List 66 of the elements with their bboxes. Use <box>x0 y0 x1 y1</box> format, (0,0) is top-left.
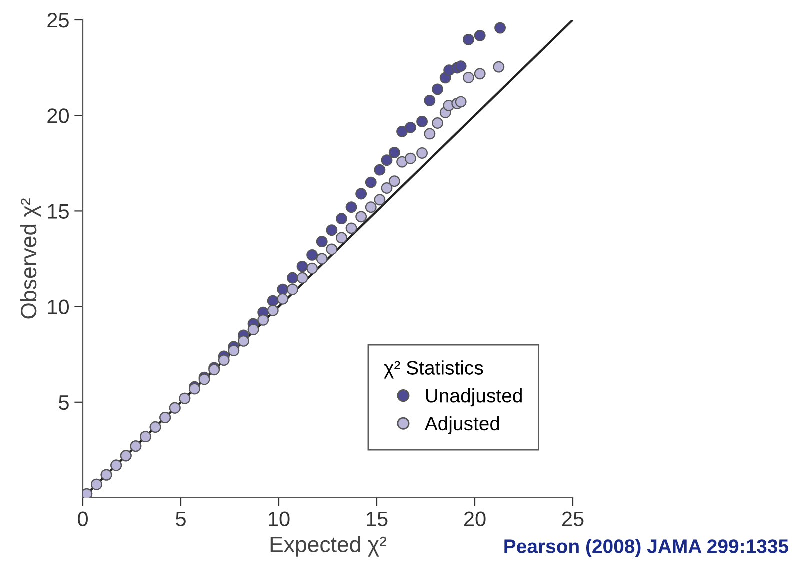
point <box>455 96 467 108</box>
point <box>336 213 348 225</box>
point <box>381 154 393 166</box>
point <box>455 60 467 72</box>
point <box>494 22 506 34</box>
point <box>238 336 250 347</box>
point <box>306 262 318 274</box>
y-axis-title: Observed χ² <box>20 198 42 319</box>
point <box>388 146 400 158</box>
point <box>356 211 368 223</box>
point <box>228 345 240 356</box>
point <box>277 293 289 305</box>
point <box>267 304 279 316</box>
x-axis-title: Expected χ² <box>270 536 387 557</box>
point <box>405 152 416 164</box>
point <box>474 30 486 42</box>
point <box>316 253 328 265</box>
y-tick-label: 20 <box>48 108 69 124</box>
y-tick-label: 5 <box>59 396 69 410</box>
point <box>296 260 308 272</box>
point <box>424 128 436 140</box>
point <box>326 244 338 256</box>
point <box>432 84 444 96</box>
x-tick-label: 0 <box>78 512 88 526</box>
point <box>416 116 428 128</box>
x-tick-label: 15 <box>367 512 388 526</box>
point <box>316 236 328 248</box>
point <box>287 284 298 296</box>
point <box>218 354 230 366</box>
point <box>374 194 386 206</box>
y-tick-label: 25 <box>48 13 69 28</box>
point <box>396 126 408 138</box>
point <box>474 68 486 80</box>
point <box>424 94 436 106</box>
point <box>336 232 348 244</box>
point <box>346 222 358 234</box>
point <box>432 118 444 129</box>
y-tick-label: 15 <box>48 204 69 219</box>
point <box>365 202 377 214</box>
x-tick-label: 20 <box>464 512 486 526</box>
point <box>326 224 338 236</box>
x-tick-label: 5 <box>176 512 186 526</box>
point <box>287 272 298 284</box>
point <box>346 202 358 214</box>
y-tick-label: 10 <box>48 300 69 315</box>
point <box>356 188 368 200</box>
point <box>296 272 308 284</box>
point <box>365 176 377 188</box>
point <box>463 72 474 84</box>
point <box>405 122 416 134</box>
point <box>306 249 318 261</box>
point <box>396 156 408 168</box>
point <box>493 61 505 73</box>
x-tick-label: 25 <box>562 512 584 526</box>
legend-label: Adjusted <box>424 416 500 434</box>
legend-label: Unadjusted <box>426 388 522 407</box>
point <box>248 324 260 336</box>
point <box>381 182 393 194</box>
legend-title: χ² Statistics <box>384 360 484 379</box>
point <box>416 148 428 159</box>
point <box>463 34 474 46</box>
point <box>258 314 270 326</box>
text: Pearson (2008) JAMA 299:1335 <box>504 539 789 558</box>
point <box>374 164 386 176</box>
x-tick-label: 10 <box>269 512 290 526</box>
point <box>388 176 400 188</box>
